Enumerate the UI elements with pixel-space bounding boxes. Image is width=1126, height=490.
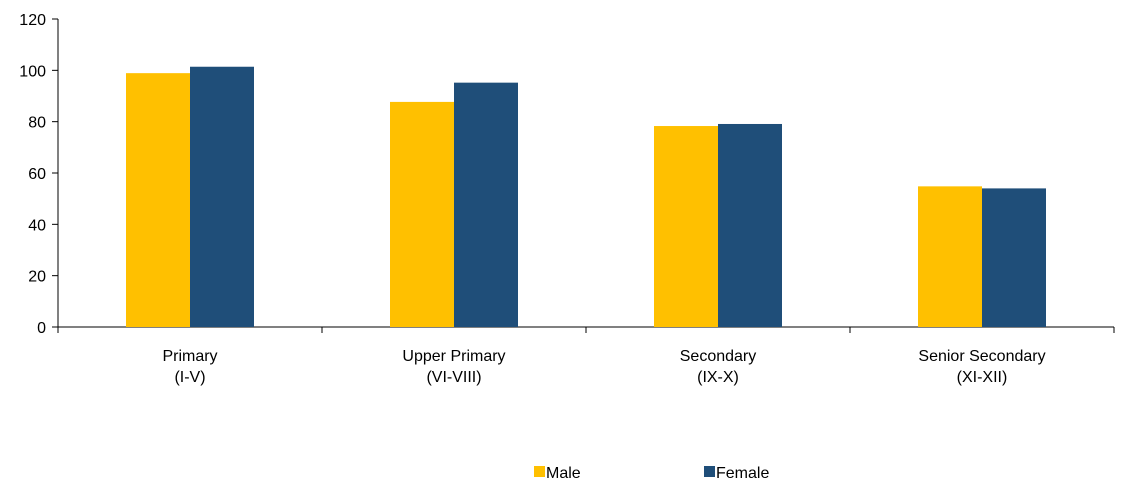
legend-label-female: Female: [716, 465, 769, 482]
y-tick-label: 120: [19, 12, 46, 29]
bar-male: [918, 186, 982, 327]
x-tick-label: Senior Secondary: [918, 348, 1045, 365]
y-tick-label: 60: [28, 166, 46, 183]
legend-swatch-female: [704, 466, 715, 477]
legend-swatch-male: [534, 466, 545, 477]
y-tick-label: 100: [19, 63, 46, 80]
bar-male: [654, 126, 718, 327]
bar-female: [190, 66, 254, 328]
legend: Male Female: [534, 465, 769, 482]
x-tick-label: Secondary: [680, 348, 757, 365]
bars: [126, 66, 1046, 328]
y-tick-label: 0: [37, 320, 46, 337]
x-axis: Primary (I-V) Upper Primary (VI-VIII) Second…: [57, 326, 1115, 386]
x-tick-label: (VI-VIII): [426, 369, 481, 386]
x-tick-label: (XI-XII): [957, 369, 1008, 386]
bar-female: [982, 188, 1046, 327]
x-tick-label: Upper Primary: [402, 348, 505, 365]
legend-label-male: Male: [546, 465, 581, 482]
y-tick-label: 20: [28, 269, 46, 286]
y-tick-label: 80: [28, 115, 46, 132]
bar-female: [718, 123, 782, 327]
bar-male: [390, 101, 454, 327]
x-tick-label: Primary: [162, 348, 217, 365]
bar-male: [126, 73, 190, 327]
y-tick-label: 40: [28, 217, 46, 234]
y-axis: 0 20 40 60 80 100 120: [19, 12, 59, 337]
x-tick-label: (I-V): [174, 369, 205, 386]
bar-female: [454, 82, 518, 327]
x-tick-label: (IX-X): [697, 369, 739, 386]
